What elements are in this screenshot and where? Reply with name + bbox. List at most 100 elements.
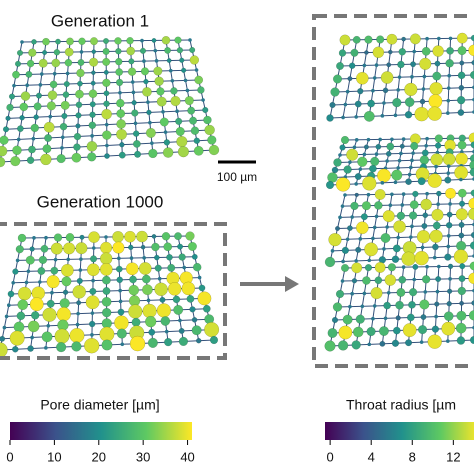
- pore: [189, 306, 196, 313]
- pore: [350, 48, 359, 57]
- pore: [459, 177, 463, 182]
- pore: [448, 36, 453, 41]
- pore: [204, 322, 220, 338]
- throat: [344, 137, 474, 141]
- pore: [380, 181, 385, 185]
- pore: [53, 49, 61, 56]
- pore: [355, 314, 365, 324]
- tick-label: 8: [409, 449, 416, 464]
- highlight-box: [0, 222, 227, 360]
- pore: [446, 339, 450, 343]
- pore: [396, 288, 406, 297]
- pore: [354, 138, 359, 142]
- pore: [42, 49, 48, 56]
- pore: [453, 249, 469, 264]
- pore: [32, 236, 36, 240]
- pore: [332, 302, 343, 312]
- pore: [397, 60, 405, 69]
- colorbars: 0 10 20 30 40 0 4 8 12: [6, 422, 474, 464]
- pore: [156, 96, 167, 107]
- pore: [335, 289, 345, 299]
- pore: [446, 211, 453, 218]
- pore: [78, 268, 83, 272]
- pore: [446, 234, 451, 238]
- pore: [358, 237, 363, 241]
- panel-title: Generation 1000: [37, 192, 164, 211]
- pore: [456, 336, 466, 345]
- pore: [146, 109, 152, 116]
- pore: [333, 158, 342, 167]
- tick-label: 10: [47, 449, 61, 464]
- pore: [99, 252, 113, 265]
- pore: [148, 328, 156, 336]
- pore: [378, 326, 389, 337]
- pore: [39, 72, 44, 76]
- pore: [468, 310, 474, 321]
- pore: [102, 130, 112, 140]
- pore: [166, 253, 173, 261]
- pore: [117, 256, 121, 261]
- throat: [337, 302, 474, 308]
- pore: [140, 67, 150, 76]
- pore: [341, 246, 350, 255]
- pore: [408, 288, 418, 297]
- pore: [339, 34, 351, 46]
- pore: [91, 246, 96, 250]
- pore: [174, 232, 182, 241]
- pore: [118, 288, 122, 293]
- pore: [128, 304, 143, 319]
- pore: [129, 275, 137, 284]
- pore: [431, 325, 440, 333]
- pore: [194, 68, 199, 72]
- pore: [446, 98, 451, 103]
- pore: [197, 291, 212, 306]
- pore: [124, 230, 136, 243]
- pore: [194, 75, 204, 85]
- pore: [134, 150, 142, 158]
- pore: [120, 342, 125, 347]
- throat: [339, 213, 474, 218]
- pore: [38, 83, 43, 87]
- pore: [146, 100, 150, 104]
- pore: [409, 200, 419, 210]
- pore: [60, 100, 70, 110]
- pore: [0, 335, 6, 342]
- pore: [164, 329, 169, 334]
- pore: [364, 35, 373, 44]
- pore: [470, 34, 474, 42]
- pore: [30, 123, 39, 133]
- pore: [112, 230, 124, 243]
- pore: [343, 165, 352, 174]
- pore: [362, 276, 371, 285]
- pore: [126, 36, 134, 45]
- pore: [103, 69, 109, 75]
- pore: [446, 244, 451, 249]
- pore: [384, 274, 397, 286]
- pore: [360, 213, 368, 221]
- pore: [414, 106, 429, 122]
- pore: [40, 153, 52, 166]
- pore: [76, 311, 80, 316]
- pore: [343, 102, 348, 107]
- pore: [42, 144, 52, 154]
- pore: [154, 264, 162, 272]
- pore: [101, 296, 112, 307]
- pore: [455, 152, 468, 166]
- pore: [89, 101, 96, 108]
- pore: [421, 275, 431, 284]
- pore: [116, 328, 127, 339]
- pore: [459, 300, 465, 306]
- pore: [458, 275, 466, 283]
- pore: [132, 140, 141, 148]
- pore: [102, 78, 111, 88]
- pore: [38, 280, 42, 284]
- pore: [129, 256, 134, 260]
- pore: [145, 127, 156, 138]
- pore: [167, 263, 176, 272]
- pore: [138, 262, 152, 275]
- pore: [382, 210, 395, 223]
- pore: [341, 115, 345, 120]
- pore: [24, 280, 29, 285]
- pore: [364, 50, 369, 55]
- pore: [434, 314, 438, 319]
